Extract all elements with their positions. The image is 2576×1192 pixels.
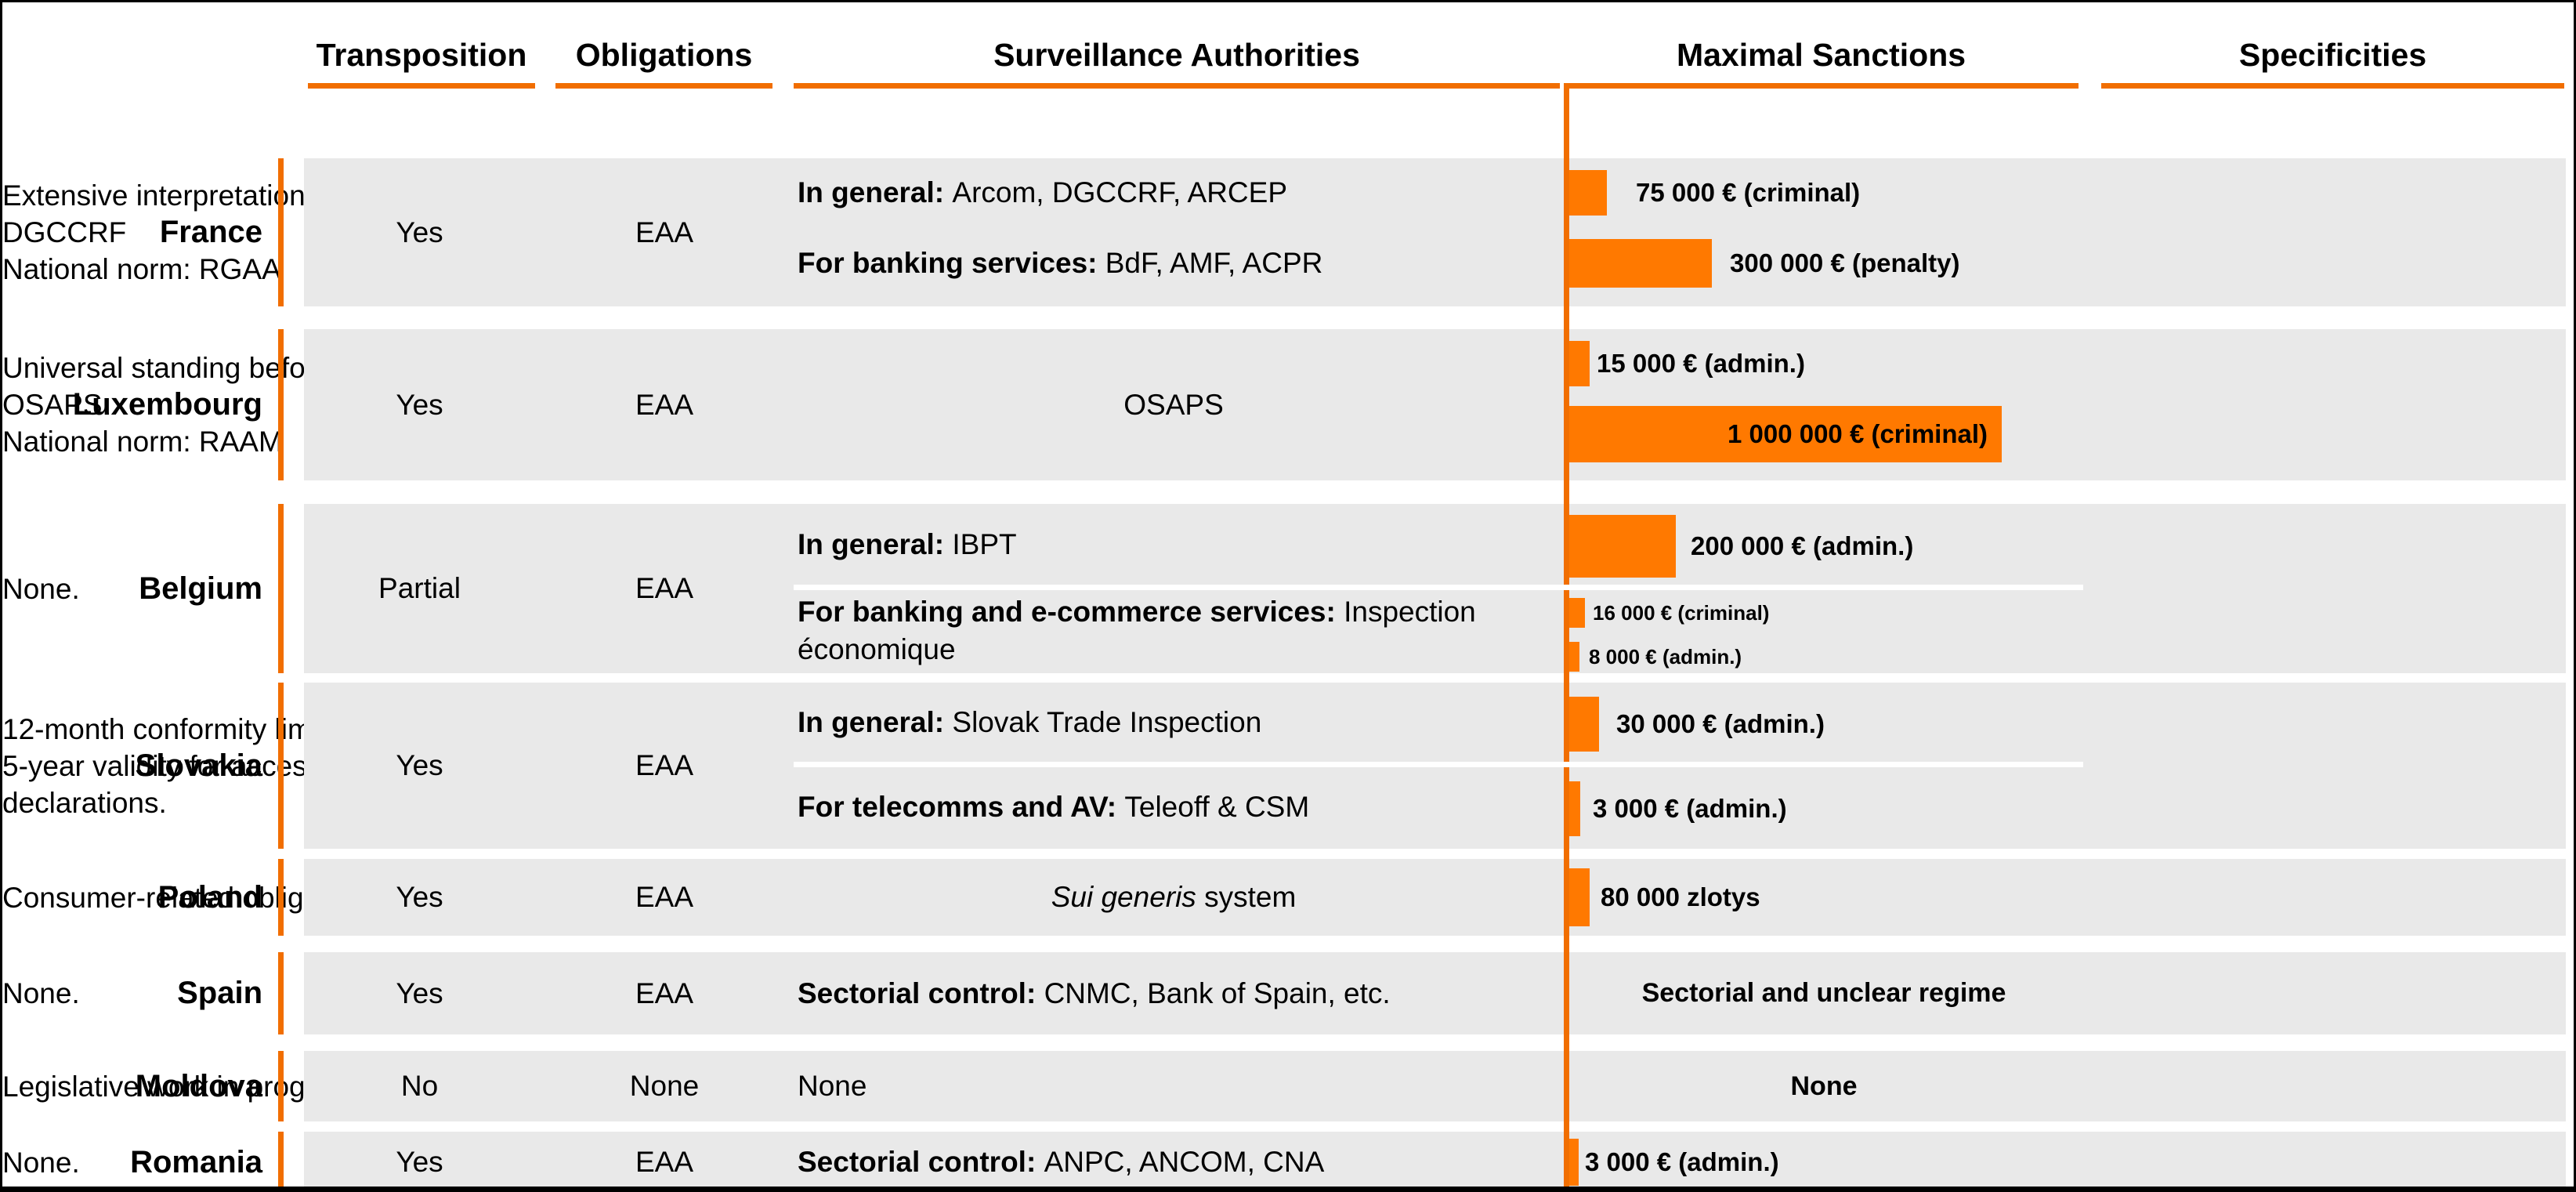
surveillance-line: For banking and e-commerce services: Ins… [798,595,1485,665]
column-header-maximal-sanctions: Maximal Sanctions [1676,36,1966,73]
table-row-france: France Yes EAA In general: Arcom, DGCCRF… [2,158,2574,306]
surveillance-line: Sectorial control: ANPC, ANCOM, CNA [798,1146,1325,1178]
row-background [304,158,2566,306]
header-underline [555,83,772,89]
sanction-label: 8 000 € (admin.) [1589,644,1742,668]
row-background [304,952,2566,1034]
sub-row-divider [794,762,2083,767]
country-tick [278,952,284,1034]
surveillance-line: In general: IBPT [798,527,1017,560]
country-tick [278,859,284,936]
transposition-value: Yes [396,749,443,781]
table-row-moldova: Moldova No None None None Legislative wo… [2,1051,2574,1121]
sanction-label: 16 000 € (criminal) [1593,600,1770,625]
transposition-value: No [400,1070,439,1102]
transposition-value: Yes [396,976,443,1009]
specificities-cell: None. [2,977,80,1009]
country-label: France [159,215,262,249]
country-label: Moldova [135,1068,262,1103]
sanctions-text: Sectorial and unclear regime [1641,978,2006,1008]
transposition-value: Yes [396,216,443,248]
sub-row-divider [794,585,2083,590]
surveillance-line: OSAPS [1123,388,1224,421]
sanction-label: 300 000 € (penalty) [1730,248,1960,277]
obligations-value: EAA [635,881,694,913]
country-label: Slovakia [135,748,262,783]
country-label: Spain [177,976,262,1010]
sanction-label: 3 000 € (admin.) [1593,794,1787,823]
surveillance-line: In general: Slovak Trade Inspection [798,705,1262,738]
country-tick [278,683,284,849]
sanctions-text: None [1790,1071,1858,1101]
sanction-bar [1569,239,1712,288]
header-underline [1564,83,2079,89]
header-underline [308,83,535,89]
sanction-bar [1569,598,1585,628]
sanction-bar [1569,341,1590,386]
column-header-surveillance-authorities: Surveillance Authorities [993,36,1360,73]
row-background [304,329,2566,480]
row-background [304,1132,2566,1187]
obligations-value: None [629,1070,700,1102]
surveillance-line: For telecomms and AV: Teleoff & CSM [798,790,1310,823]
sanction-bar [1569,781,1580,836]
specificities-cell: None. [2,1146,80,1179]
country-label: Belgium [139,571,262,606]
row-background [304,1051,2566,1121]
sanction-bar [1569,697,1599,752]
sanctions-axis-line [1564,83,1569,1187]
table-row-spain: Spain Yes EAA Sectorial control: CNMC, B… [2,952,2574,1034]
sanction-label: 80 000 zlotys [1601,882,1760,911]
column-header-obligations: Obligations [575,36,753,73]
surveillance-line: For banking services: BdF, AMF, ACPR [798,247,1323,279]
surveillance-line: None [798,1070,867,1102]
transposition-value: Yes [396,388,443,421]
surveillance-line: In general: Arcom, DGCCRF, ARCEP [798,176,1288,208]
surveillance-line: Sectorial control: CNMC, Bank of Spain, … [798,976,1391,1009]
sanction-bar [1569,868,1590,926]
sanction-bar [1569,170,1607,216]
country-tick [278,1132,284,1187]
table-row-poland: Poland Yes EAA Sui generis system 80 000… [2,859,2574,936]
sanction-label: 30 000 € (admin.) [1616,709,1825,738]
column-header-transposition: Transposition [316,36,527,73]
header-underline [2101,83,2564,89]
table-row-romania: Romania Yes EAA Sectorial control: ANPC,… [2,1132,2574,1187]
country-tick [278,329,284,480]
table-row-slovakia: Slovakia Yes EAA In general: Slovak Trad… [2,683,2574,849]
sanction-bar [1569,515,1676,578]
row-background [304,859,2566,936]
country-tick [278,1051,284,1121]
table-row-luxembourg: Luxembourg Yes EAA OSAPS 15 000 € (admin… [2,329,2574,480]
obligations-value: EAA [635,216,694,248]
sanction-bar [1569,642,1579,672]
obligations-value: EAA [635,749,694,781]
surveillance-line: Sui generis system [1051,881,1297,913]
obligations-value: EAA [635,572,694,604]
obligations-value: EAA [635,976,694,1009]
sanction-label: 200 000 € (admin.) [1691,531,1914,560]
table-row-belgium: Belgium Partial EAA In general: IBPT For… [2,504,2574,673]
obligations-value: EAA [635,388,694,421]
transposition-value: Yes [396,1146,443,1178]
country-label: Luxembourg [72,387,262,422]
sanction-label: 75 000 € (criminal) [1636,178,1861,207]
country-tick [278,158,284,306]
specificities-cell: None. [2,572,80,605]
sanction-bar: 1 000 000 € (criminal) [1569,406,2002,462]
header-underline [794,83,1560,89]
sanction-bar [1569,1139,1579,1186]
country-label: Poland [157,879,262,915]
column-header-specificities: Specificities [2238,36,2427,73]
transposition-value: Partial [378,572,461,604]
country-tick [278,504,284,673]
sanction-label: 3 000 € (admin.) [1585,1147,1779,1176]
obligations-value: EAA [635,1146,694,1178]
country-label: Romania [130,1144,262,1179]
sanction-label: 15 000 € (admin.) [1597,349,1805,378]
transposition-value: Yes [396,881,443,913]
